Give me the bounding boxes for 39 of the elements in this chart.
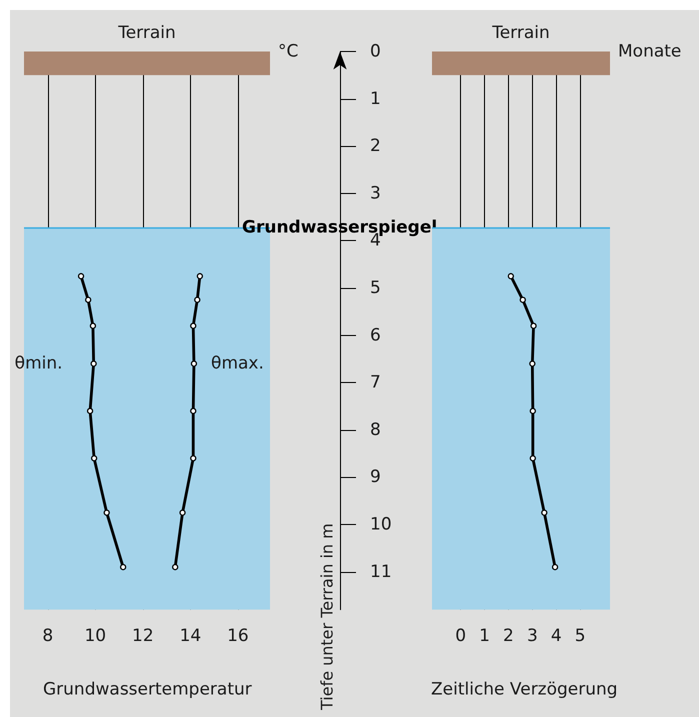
y-tick-label: 7 [370,372,381,393]
x-tick-label: 1 [479,626,490,646]
x-axis-title: °C [278,42,298,62]
point [552,564,558,570]
text: Zeitliche Verzögerung [431,680,618,700]
y-tick-label: 5 [370,278,381,298]
band-label: Terrain [491,23,550,43]
x-tick-label: 16 [227,626,249,646]
x-tick-label: 0 [455,626,466,646]
y-tick-label: 11 [370,562,392,582]
x-tick-label: 14 [180,626,202,646]
x-axis-title: Monate [618,42,682,62]
x-tick-label: 3 [526,626,538,646]
x-tick-label: 4 [550,626,562,646]
series-label: θmin. [14,354,63,374]
y-tick-label: 9 [370,467,381,488]
point [520,296,526,303]
point [530,322,537,329]
point [530,408,536,414]
y-tick-label: 2 [370,136,381,156]
y-tick-label: 6 [370,325,381,346]
y-tick-label: 3 [370,183,381,204]
point [508,273,514,280]
x-tick-label: 8 [42,626,54,646]
y-axis-title: Tiefe unter Terrain in m [318,523,336,711]
text: Grundwassertemperatur [43,680,252,700]
point [541,510,548,516]
series-label: θmax. [211,354,264,374]
y-tick-label: 10 [370,514,392,534]
x-tick-label: 10 [84,626,106,646]
y-tick-label: 0 [370,42,381,62]
x-tick-label: 2 [503,626,514,646]
point [530,455,536,462]
y-tick-label: 8 [370,420,381,440]
point [529,360,536,367]
x-tick-label: 5 [574,626,586,646]
band-label: Terrain [117,23,176,43]
x-tick-label: 12 [132,626,154,646]
y-tick-label: 1 [370,88,381,109]
